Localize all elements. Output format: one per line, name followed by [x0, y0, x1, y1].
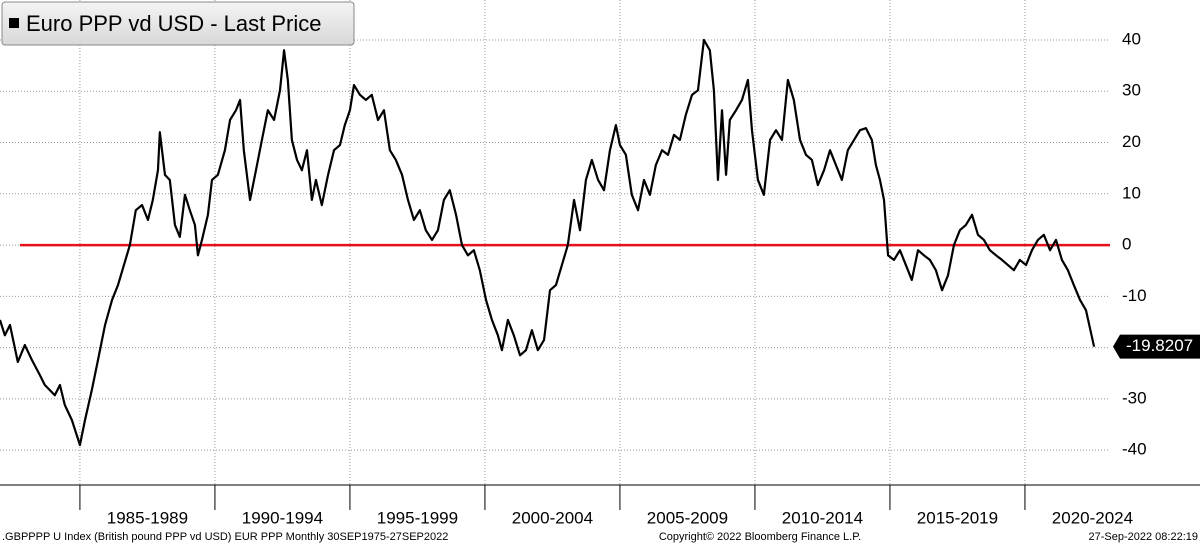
x-tick-label: 1995-1999: [377, 508, 458, 527]
legend-swatch: [9, 18, 19, 28]
x-tick-label: 2015-2019: [917, 508, 998, 527]
x-tick-label: 2020-2024: [1052, 508, 1133, 527]
y-tick-label: 40: [1122, 29, 1141, 48]
y-tick-label: -30: [1122, 388, 1147, 407]
footnote-center: Copyright© 2022 Bloomberg Finance L.P.: [659, 531, 861, 543]
x-tick-label: 2005-2009: [647, 508, 728, 527]
y-tick-label: -10: [1122, 286, 1147, 305]
x-tick-label: 1990-1994: [242, 508, 323, 527]
footnote-right: 27-Sep-2022 08:22:19: [1089, 531, 1198, 543]
legend-box: [1, 1, 355, 46]
last-value-label: -19.8207: [1126, 336, 1193, 355]
x-tick-label: 1985-1989: [107, 508, 188, 527]
y-tick-label: 30: [1122, 81, 1141, 100]
y-tick-label: 20: [1122, 132, 1141, 151]
y-tick-label: -40: [1122, 440, 1147, 459]
y-tick-label: 10: [1122, 183, 1141, 202]
footnote-left: .GBPPPP U Index (British pound PPP vd US…: [2, 531, 448, 543]
series-line: [0, 38, 1096, 447]
x-tick-label: 2010-2014: [782, 508, 863, 527]
legend-label: Euro PPP vd USD - Last Price: [26, 11, 322, 36]
y-tick-label: 0: [1122, 235, 1131, 254]
last-value-box: [1113, 334, 1200, 359]
x-tick-label: 2000-2004: [512, 508, 593, 527]
